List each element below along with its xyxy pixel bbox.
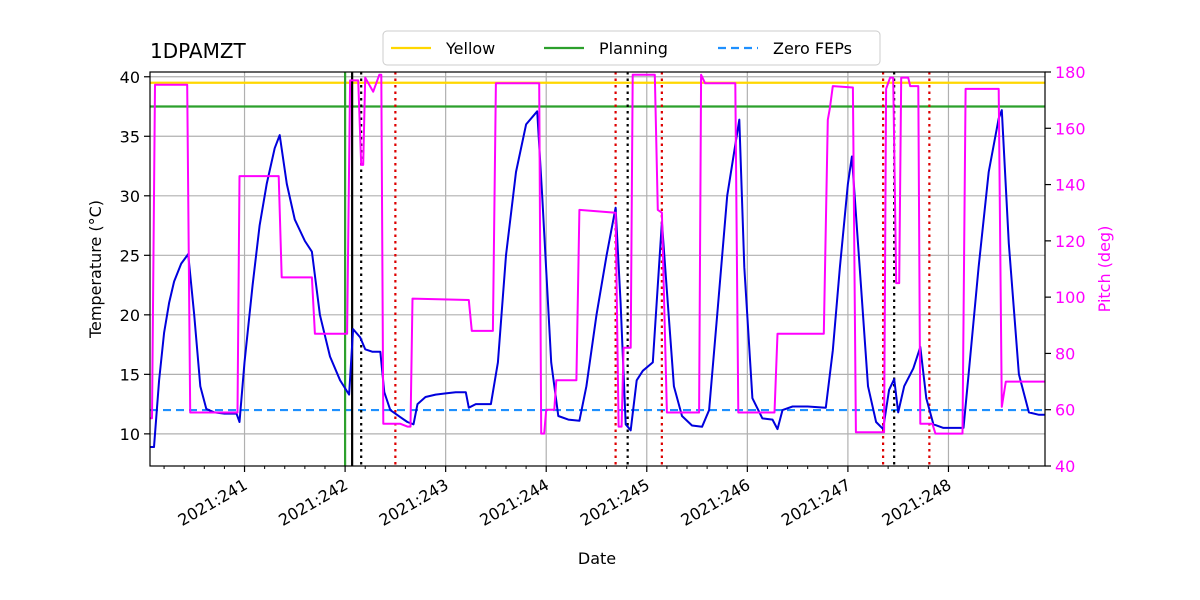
- y2-tick-label: 100: [1055, 288, 1086, 307]
- x-axis: 2021:241 2021:242 2021:243 2021:244 2021:245…: [163, 466, 1030, 530]
- y-axis-label: Temperature (°C): [86, 200, 105, 339]
- y2-tick-label: 80: [1055, 344, 1075, 363]
- y-tick-label: 20: [120, 306, 140, 325]
- x-tick-label: 2021:244: [476, 475, 552, 530]
- y-tick-label: 30: [120, 187, 140, 206]
- legend-label: Yellow: [445, 39, 495, 58]
- y2-tick-label: 140: [1055, 176, 1086, 195]
- y2-tick-label: 120: [1055, 232, 1086, 251]
- x-tick-label: 2021:241: [175, 475, 251, 530]
- y-tick-label: 15: [120, 365, 140, 384]
- x-tick-label: 2021:245: [577, 475, 653, 530]
- legend-label: Zero FEPs: [773, 39, 852, 58]
- event-markers: [343, 72, 931, 466]
- x-axis-label: Date: [578, 549, 616, 568]
- y2-tick-label: 160: [1055, 119, 1086, 138]
- y-axis-left: 10 15 20 25 30 35 40: [120, 68, 150, 444]
- temperature-series-line: [150, 109, 1045, 448]
- grid-lines: [150, 72, 1045, 466]
- legend-box: [382, 30, 881, 66]
- x-tick-label: 2021:243: [376, 475, 452, 530]
- y2-tick-label: 40: [1055, 457, 1075, 476]
- pitch-series-line: [150, 73, 1045, 435]
- y2-tick-label: 60: [1055, 401, 1075, 420]
- plot-frame: [149, 71, 1046, 467]
- y-tick-label: 10: [120, 425, 140, 444]
- legend: Yellow Planning Zero FEPs: [382, 30, 881, 66]
- x-tick-label: 2021:242: [275, 475, 351, 530]
- chart-title: 1DPAMZT: [150, 39, 247, 63]
- x-tick-label: 2021:247: [778, 475, 854, 530]
- y-axis-right: 40 60 80 100 120 140 160 180: [1045, 63, 1086, 476]
- legend-label: Planning: [599, 39, 668, 58]
- series-lines: [150, 73, 1045, 448]
- threshold-lines: [150, 81, 1045, 412]
- x-tick-label: 2021:246: [677, 475, 753, 530]
- y-tick-label: 25: [120, 246, 140, 265]
- y-tick-label: 35: [120, 127, 140, 146]
- y-tick-label: 40: [120, 68, 140, 87]
- x-tick-label: 2021:248: [879, 475, 955, 530]
- y2-tick-label: 180: [1055, 63, 1086, 82]
- y2-axis-label: Pitch (deg): [1095, 226, 1114, 313]
